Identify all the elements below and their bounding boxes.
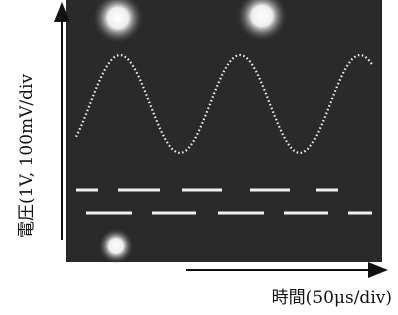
y-axis-label: 電圧(1V, 100mV/div: [17, 74, 37, 238]
x-axis-label: 時間(50μs/div): [272, 288, 392, 308]
glare: [98, 228, 134, 264]
figure: 電圧(1V, 100mV/div 時間(50μs/div): [0, 0, 398, 315]
